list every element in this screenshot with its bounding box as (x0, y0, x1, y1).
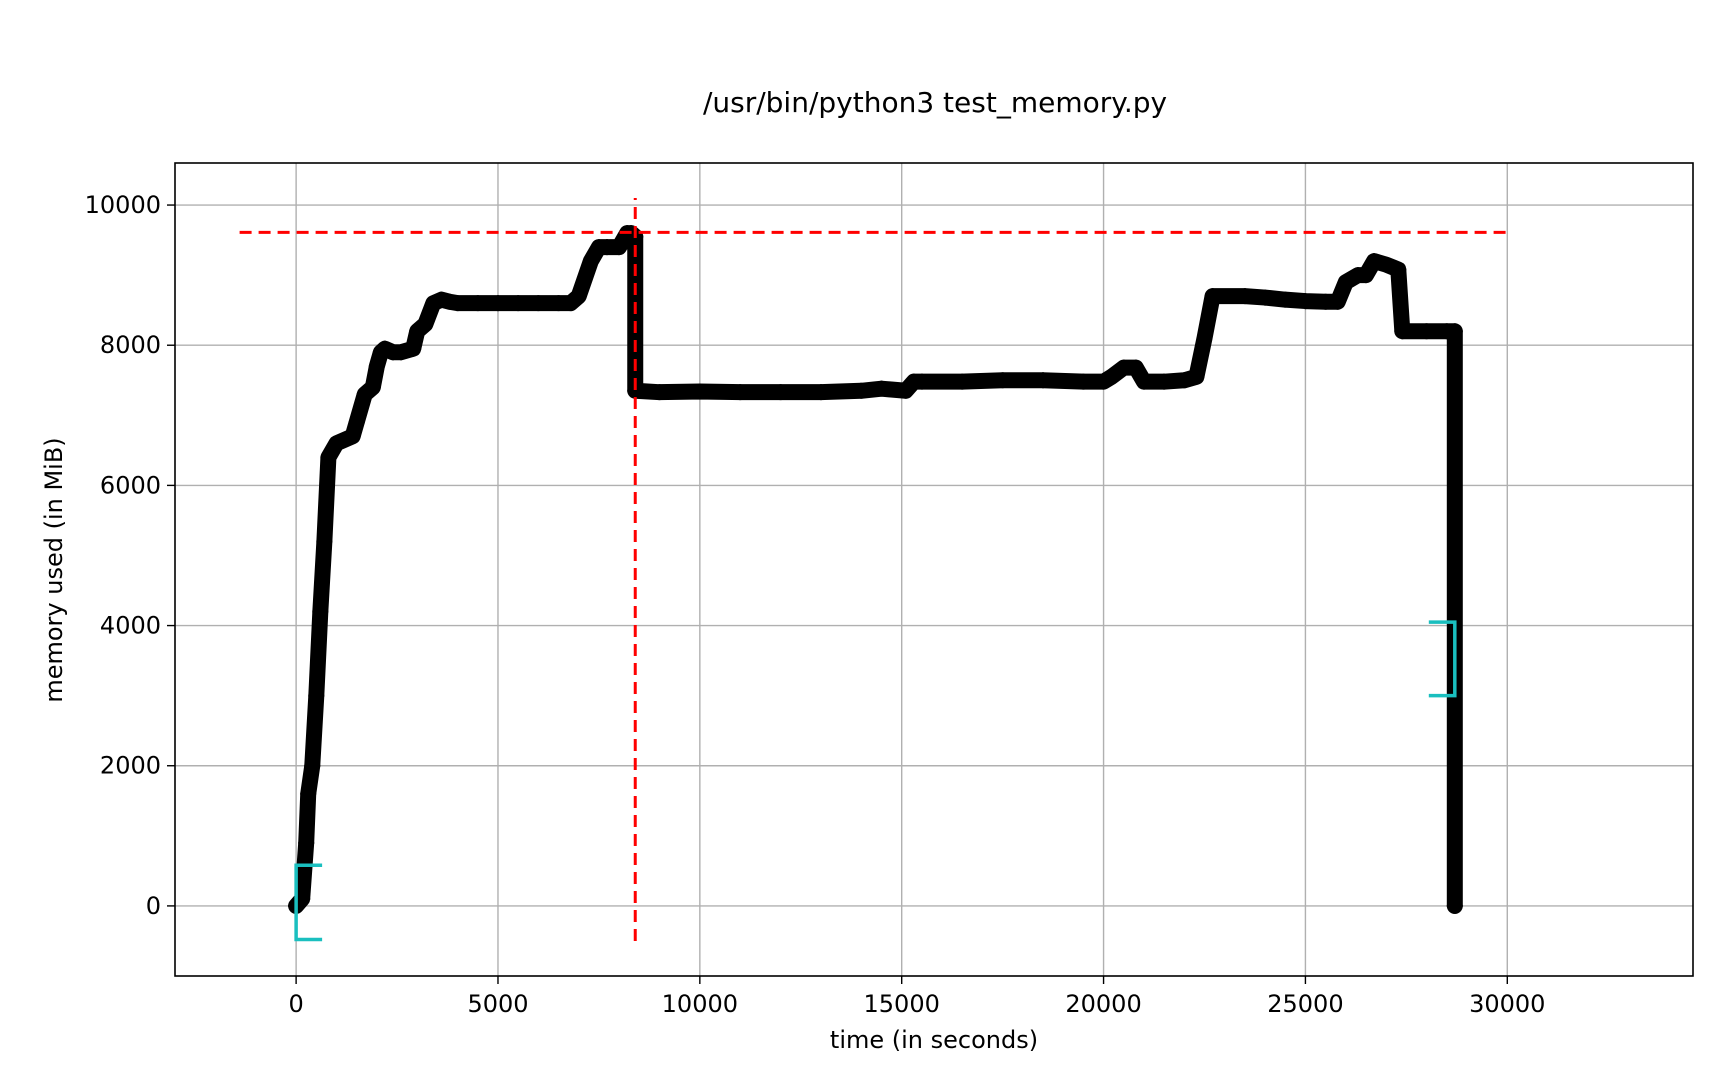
timestamp-bracket (1428, 620, 1457, 698)
data-point-marker (441, 293, 458, 310)
data-point-marker (1103, 368, 1120, 385)
data-point-marker (1127, 359, 1144, 376)
end-marker (1447, 601, 1462, 616)
data-point-marker (489, 295, 506, 312)
memory-trace-thick (288, 225, 1463, 914)
y-axis-ticks: 0 2000 4000 6000 8000 10000 (85, 191, 175, 920)
data-point-marker (1135, 373, 1152, 390)
data-point-marker (328, 435, 345, 452)
end-marker (1447, 422, 1462, 437)
data-point-marker (1357, 267, 1374, 284)
data-point-marker (320, 449, 337, 466)
y-tick-label: 8000 (100, 331, 161, 359)
x-axis-ticks: 0 5000 10000 15000 20000 25000 30000 (288, 976, 1545, 1018)
data-point-marker (322, 445, 339, 462)
data-point-marker (691, 383, 708, 400)
data-point-marker (1204, 288, 1221, 305)
data-point-marker (1366, 253, 1383, 270)
data-point-marker (582, 253, 599, 270)
data-point-marker (1378, 256, 1395, 273)
data-point-marker (897, 382, 914, 399)
data-point-marker (1236, 288, 1253, 305)
data-point-marker (853, 382, 870, 399)
data-point-marker (1075, 373, 1092, 390)
data-point-marker (1329, 293, 1346, 310)
data-point-marker (312, 603, 329, 620)
timestamp-bracket (294, 863, 323, 942)
data-point-marker (1156, 373, 1173, 390)
data-point-marker (300, 785, 317, 802)
data-point-marker (1257, 289, 1274, 306)
y-tick-label: 0 (146, 892, 161, 920)
data-point-marker (1035, 372, 1052, 389)
data-point-marker (812, 384, 829, 401)
x-tick-label: 15000 (864, 990, 940, 1018)
data-point-marker (298, 834, 315, 851)
data-point-marker (510, 295, 527, 312)
x-axis-label: time (in seconds) (830, 1026, 1038, 1054)
x-tick-label: 20000 (1065, 990, 1141, 1018)
data-point-marker (1188, 368, 1205, 385)
y-tick-label: 10000 (85, 191, 161, 219)
chart-title: /usr/bin/python3 test_memory.py (703, 86, 1167, 119)
x-tick-label: 5000 (467, 990, 528, 1018)
data-point-marker (348, 414, 365, 431)
data-point-marker (304, 757, 321, 774)
data-point-marker (1337, 274, 1354, 291)
data-point-marker (1297, 293, 1314, 310)
data-point-marker (356, 386, 373, 403)
data-point-marker (570, 288, 587, 305)
data-point-marker (772, 384, 789, 401)
data-point-marker (994, 372, 1011, 389)
x-tick-label: 30000 (1469, 990, 1545, 1018)
data-point-marker (336, 431, 353, 448)
end-marker (1447, 457, 1462, 472)
y-tick-label: 4000 (100, 612, 161, 640)
plot-frame (174, 162, 1694, 977)
data-point-marker (376, 340, 393, 357)
x-tick-label: 25000 (1267, 990, 1343, 1018)
data-point-marker (344, 428, 361, 445)
data-point-marker (316, 533, 333, 550)
data-point-marker (1394, 323, 1411, 340)
data-point-marker (433, 291, 450, 308)
data-point-marker (1196, 330, 1213, 347)
x-tick-label: 10000 (662, 990, 738, 1018)
data-point-marker (449, 295, 466, 312)
x-tick-label: 0 (288, 990, 303, 1018)
data-point-marker (469, 295, 486, 312)
end-marker (1447, 514, 1462, 529)
data-point-marker (732, 384, 749, 401)
data-point-marker (1176, 372, 1193, 389)
data-point-marker (651, 384, 668, 401)
y-tick-label: 2000 (100, 752, 161, 780)
data-point-marker (562, 295, 579, 312)
data-point-marker (405, 340, 422, 357)
data-point-marker (873, 380, 890, 397)
data-point-marker (364, 379, 381, 396)
data-point-marker (954, 373, 971, 390)
memory-trace-line (295, 231, 1457, 907)
data-point-marker (393, 344, 410, 361)
data-point-marker (368, 358, 385, 375)
end-marker (1447, 898, 1462, 913)
grid-lines (175, 163, 1693, 976)
data-point-marker (1390, 261, 1407, 278)
data-point-marker (530, 295, 547, 312)
data-point-marker (913, 373, 930, 390)
data-point-marker (1095, 373, 1112, 390)
data-point-marker (1418, 323, 1435, 340)
data-point-marker (425, 295, 442, 312)
plot-area (239, 198, 1508, 942)
data-point-marker (409, 323, 426, 340)
data-point-marker (417, 316, 434, 333)
y-axis-label: memory used (in MiB) (40, 437, 68, 702)
data-point-marker (308, 687, 325, 704)
data-point-marker (324, 442, 341, 459)
y-tick-label: 6000 (100, 471, 161, 499)
data-point-marker (1277, 291, 1294, 308)
end-marker (1447, 380, 1462, 395)
data-point-marker (611, 239, 628, 256)
